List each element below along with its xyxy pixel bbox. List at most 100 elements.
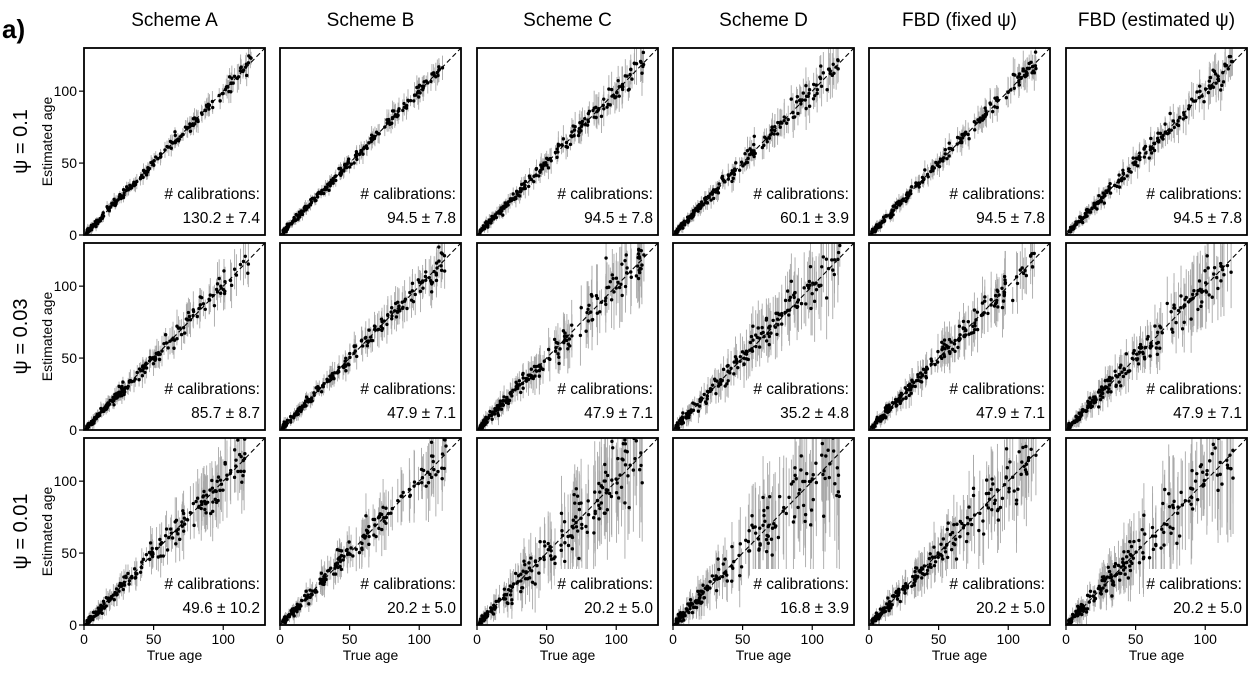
data-point	[338, 166, 343, 171]
row-title: ψ = 0.01	[10, 494, 32, 570]
data-point	[594, 294, 599, 298]
data-point	[437, 245, 441, 249]
data-point	[410, 289, 415, 293]
data-point	[909, 391, 913, 395]
calibration-label: # calibrations:	[1146, 186, 1242, 203]
data-point	[888, 215, 893, 220]
data-point	[926, 175, 930, 179]
data-point	[775, 317, 780, 321]
data-point	[795, 94, 800, 99]
y-tick-label: 50	[61, 155, 77, 171]
data-point	[1027, 61, 1031, 66]
data-point	[935, 360, 940, 364]
data-point	[1080, 408, 1084, 412]
data-point	[210, 99, 215, 104]
data-point	[1098, 397, 1103, 402]
data-point	[962, 334, 967, 339]
data-point	[784, 121, 789, 125]
data-point	[404, 106, 409, 110]
data-point	[681, 226, 685, 230]
data-point	[1211, 85, 1216, 89]
data-point	[291, 416, 296, 420]
data-point	[181, 325, 186, 330]
data-point	[1032, 251, 1036, 256]
data-point	[281, 425, 285, 429]
data-point	[941, 345, 945, 349]
data-point	[436, 73, 440, 78]
data-point	[357, 152, 362, 157]
data-point	[163, 333, 168, 337]
data-point	[1084, 409, 1088, 414]
data-point	[818, 75, 822, 79]
data-point	[611, 276, 615, 281]
data-point	[1225, 263, 1230, 268]
data-point	[883, 409, 887, 413]
data-point	[424, 270, 428, 274]
data-point	[929, 169, 933, 174]
data-point	[1023, 268, 1027, 273]
data-point	[815, 88, 820, 92]
data-point	[1207, 293, 1211, 297]
data-point	[246, 262, 251, 266]
data-point	[792, 115, 797, 119]
data-point	[1033, 50, 1038, 54]
data-point	[1102, 201, 1107, 205]
data-point	[218, 99, 222, 103]
calibration-label: # calibrations:	[360, 186, 456, 203]
data-point	[1088, 403, 1093, 407]
data-point	[974, 318, 978, 322]
data-point	[1203, 87, 1208, 91]
data-point	[703, 196, 707, 201]
data-point	[831, 268, 835, 272]
annotation-background	[555, 179, 656, 232]
data-point	[1203, 269, 1207, 273]
data-point	[585, 310, 589, 315]
data-point	[510, 197, 514, 201]
data-point	[91, 224, 95, 229]
data-point	[1219, 264, 1223, 268]
data-point	[807, 88, 812, 92]
data-point	[282, 231, 286, 235]
data-point	[1207, 79, 1212, 83]
data-point	[721, 367, 726, 372]
data-point	[106, 207, 111, 212]
data-point	[887, 409, 891, 414]
data-point	[624, 271, 629, 275]
data-point	[117, 197, 121, 201]
data-point	[287, 222, 292, 226]
data-point	[1124, 352, 1129, 356]
data-point	[1106, 188, 1111, 193]
data-point	[1155, 330, 1160, 335]
data-point	[732, 172, 737, 177]
data-point	[1197, 84, 1202, 88]
data-point	[554, 346, 558, 350]
data-point	[609, 87, 614, 92]
data-point	[344, 369, 348, 373]
data-point	[167, 145, 171, 149]
data-point	[290, 219, 295, 224]
data-point	[594, 115, 598, 120]
data-point	[738, 354, 743, 359]
panel-frame	[868, 47, 1051, 236]
data-point	[605, 285, 609, 290]
data-point	[707, 194, 711, 198]
data-point	[981, 313, 985, 317]
data-point	[191, 308, 196, 312]
data-point	[642, 253, 646, 257]
data-point	[1115, 375, 1120, 379]
data-point	[988, 101, 992, 105]
data-point	[939, 354, 943, 359]
data-point	[110, 201, 115, 205]
data-point	[299, 209, 304, 213]
data-point	[281, 422, 286, 427]
data-point	[811, 82, 816, 87]
data-point	[324, 187, 328, 191]
data-point	[817, 284, 821, 288]
data-point	[910, 384, 915, 388]
data-point	[586, 307, 590, 311]
data-point	[367, 328, 371, 332]
data-point	[776, 323, 780, 327]
calibration-value: 94.5 ± 7.8	[584, 210, 653, 227]
data-point	[953, 338, 957, 343]
data-point	[605, 105, 609, 109]
